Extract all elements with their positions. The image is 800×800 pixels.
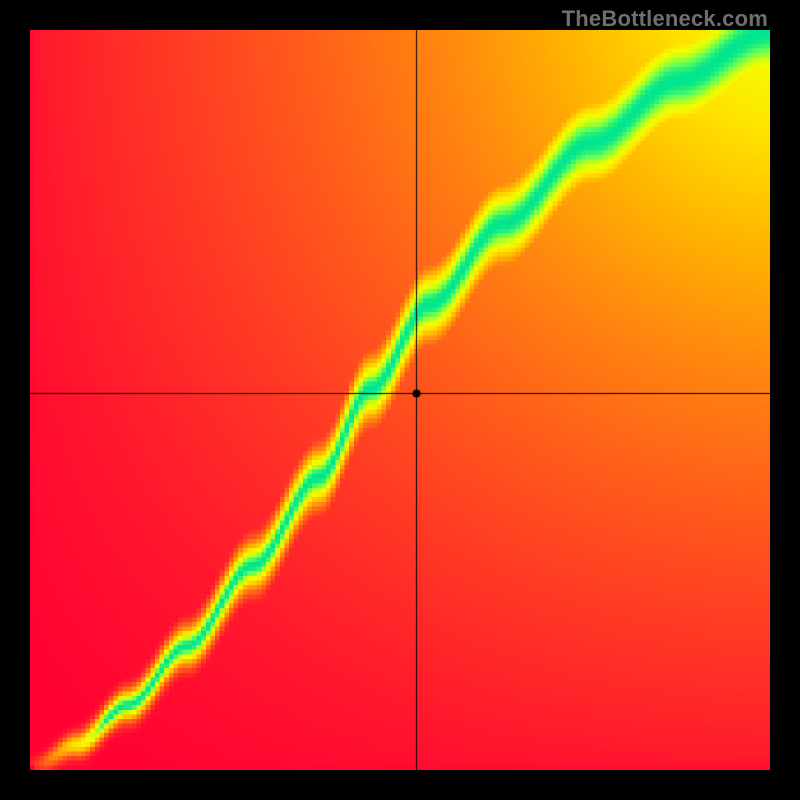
chart-frame: { "watermark": { "text": "TheBottleneck.… xyxy=(0,0,800,800)
overlay-canvas xyxy=(30,30,770,770)
heatmap-plot xyxy=(30,30,770,770)
watermark-text: TheBottleneck.com xyxy=(562,6,768,32)
